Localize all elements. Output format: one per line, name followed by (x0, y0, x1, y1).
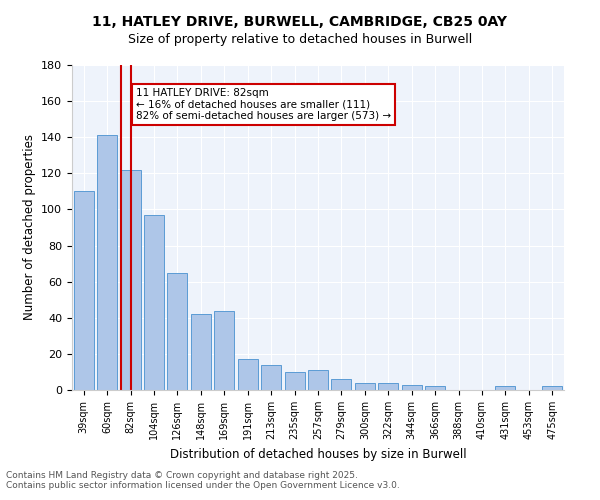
Bar (214, 310, 234, 390)
X-axis label: Distribution of detached houses by size in Burwell: Distribution of detached houses by size … (170, 448, 466, 460)
Text: Size of property relative to detached houses in Burwell: Size of property relative to detached ho… (128, 32, 472, 46)
Bar (261, 364, 281, 390)
Bar (284, 372, 305, 390)
Bar (191, 314, 211, 390)
Text: Contains HM Land Registry data © Crown copyright and database right 2025.
Contai: Contains HM Land Registry data © Crown c… (6, 470, 400, 490)
Bar (74, 192, 94, 390)
Bar (97, 136, 117, 390)
Y-axis label: Number of detached properties: Number of detached properties (23, 134, 35, 320)
Bar (144, 215, 164, 390)
Bar (308, 370, 328, 390)
Bar (379, 383, 398, 390)
Bar (238, 360, 257, 390)
Bar (402, 384, 422, 390)
Text: 11 HATLEY DRIVE: 82sqm
← 16% of detached houses are smaller (111)
82% of semi-de: 11 HATLEY DRIVE: 82sqm ← 16% of detached… (136, 88, 391, 121)
Bar (496, 386, 515, 390)
Bar (355, 383, 375, 390)
Bar (167, 272, 187, 390)
Bar (331, 379, 352, 390)
Bar (121, 170, 140, 390)
Bar (542, 386, 562, 390)
Bar (425, 386, 445, 390)
Text: 11, HATLEY DRIVE, BURWELL, CAMBRIDGE, CB25 0AY: 11, HATLEY DRIVE, BURWELL, CAMBRIDGE, CB… (92, 15, 508, 29)
